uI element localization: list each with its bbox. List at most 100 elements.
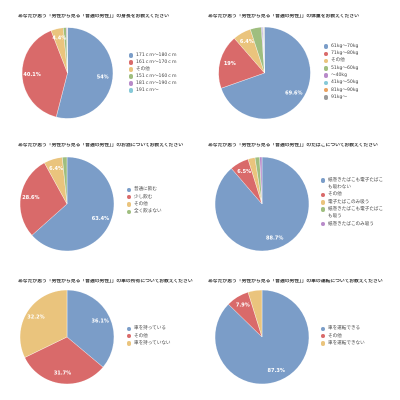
legend-swatch [321, 192, 326, 198]
legend-item: 車を運転できない [321, 340, 384, 347]
legend-label: 車を持っていない [133, 340, 171, 346]
pie-chart-driving: 87.3% 7.9% [214, 289, 310, 385]
legend-driving: 車を運転できる その他 車を運転できない [321, 325, 384, 347]
data-label: 7.9% [236, 303, 250, 309]
legend-label: 電子たばこのみ吸う [327, 199, 370, 205]
legend-swatch [127, 334, 132, 339]
legend-item: 車を持っていない [127, 340, 190, 347]
pie-chart-smoking: 88.7% 6.5% [214, 156, 310, 252]
legend-label: 171ｃｍ～180ｃｍ [135, 53, 177, 58]
legend-label: ～40kg [330, 72, 347, 78]
data-label: 36.1% [92, 319, 109, 325]
data-label: 6.4% [240, 39, 254, 45]
legend-item: その他 [324, 57, 387, 64]
legend-label: 61kg～70kg [330, 43, 359, 49]
legend-label: 181ｃｍ～190ｃｍ [135, 81, 177, 86]
legend-swatch [127, 187, 132, 193]
legend-label: 紙巻きたばこも電子たばこも吸う [327, 206, 384, 220]
legend-item: その他 [127, 201, 190, 208]
legend-label: 紙巻きたばこのみ吸う [327, 221, 374, 227]
legend-item: 171ｃｍ～180ｃｍ [129, 52, 192, 59]
legend-label: 少し飲む [133, 194, 153, 200]
legend-item: 紙巻きたばこも電子たばこも吸う [321, 206, 384, 221]
legend-swatch [129, 74, 134, 79]
legend-swatch [324, 51, 329, 56]
legend-swatch [324, 80, 329, 86]
legend-item: 191ｃｍ～ [129, 87, 192, 94]
legend-swatch [324, 58, 329, 64]
legend-item: その他 [129, 66, 192, 73]
legend-smoking: 紙巻きたばこも電子たばこも吸わない その他 電子たばこのみ吸う 紙巻きたばこも電子たば… [321, 177, 384, 228]
legend-item: 51kg～60kg [324, 65, 387, 72]
data-label: 32.2% [27, 315, 44, 321]
legend-swatch [321, 178, 326, 183]
pie-slice [218, 38, 265, 89]
legend-item: 紙巻きたばこも電子たばこも吸わない [321, 177, 384, 192]
chart-title-alcohol: あなたが思う「男性から見る「普通の男性」」のお酒についてお教えください [18, 143, 184, 148]
legend-label: その他 [133, 333, 148, 339]
legend-label: 151ｃｍ～160ｃｍ [135, 74, 177, 79]
legend-item: その他 [127, 333, 190, 340]
legend-label: 51kg～60kg [330, 65, 359, 71]
legend-swatch [324, 66, 329, 71]
legend-label: 41kg～50kg [330, 80, 359, 86]
legend-swatch [127, 326, 132, 332]
legend-label: 191ｃｍ～ [135, 88, 159, 93]
data-label: 88.7% [266, 235, 283, 241]
legend-swatch [129, 81, 134, 86]
legend-item: 181ｃｍ～190ｃｍ [129, 80, 192, 87]
pie-chart-alcohol: 63.4% 28.6% 6.4% [19, 156, 115, 252]
legend-label: 車を運転できる [327, 326, 361, 332]
legend-swatch [321, 326, 326, 332]
legend-swatch [129, 60, 134, 65]
legend-swatch [324, 73, 329, 78]
legend-swatch [129, 53, 134, 58]
legend-item: 全く飲まない [127, 208, 190, 215]
legend-swatch [127, 341, 132, 346]
legend-label: その他 [330, 58, 345, 64]
legend-label: 車を運転できない [327, 340, 365, 346]
data-label: 31.7% [54, 370, 71, 376]
data-label: 6.5% [237, 169, 251, 175]
data-label: 28.6% [22, 195, 39, 201]
legend-label: 161ｃｍ～170ｃｍ [135, 60, 177, 65]
pie-slice [62, 156, 68, 205]
legend-label: 71kg～80kg [330, 51, 359, 57]
legend-item: 71kg～80kg [324, 50, 387, 57]
pie-slice [263, 26, 265, 74]
chart-title-car-ownership: あなたが思う「男性から見る「普通の男性」」の車の所有についてお教えください [18, 279, 193, 284]
legend-car-ownership: 車を持っている その他 車を持っていない [127, 325, 190, 347]
legend-swatch [321, 222, 326, 227]
data-label: 87.3% [268, 368, 285, 374]
pie-chart-car-ownership: 36.1% 31.7% 32.2% [19, 289, 115, 385]
legend-swatch [127, 209, 132, 215]
pie-slice [19, 289, 68, 358]
legend-item: 61kg～70kg [324, 43, 387, 50]
legend-label: 普通に飲む [133, 187, 157, 193]
pie-chart-height: 54% 40.1% 4.4% [21, 27, 114, 119]
legend-item: その他 [321, 191, 384, 198]
pie-chart-weight: 69.6% 19% 6.4% [218, 26, 311, 120]
pie-slice [21, 30, 68, 118]
legend-item: 161ｃｍ～170ｃｍ [129, 59, 192, 66]
chart-title-height: あなたが思う「男性から見る「普通の男性」」の身長をお教えください [18, 14, 169, 19]
data-label: 63.4% [92, 216, 109, 222]
legend-height: 171ｃｍ～180ｃｍ 161ｃｍ～170ｃｍ その他 151ｃｍ～160ｃｍ 181ｃ… [129, 52, 192, 94]
pie-slice [24, 336, 104, 385]
legend-swatch [129, 88, 134, 93]
legend-swatch [321, 200, 326, 205]
legend-label: 全く飲まない [133, 209, 162, 215]
chart-title-weight: あなたが思う「男性から見る「普通の男性」」の体重をお教えください [208, 14, 359, 19]
legend-item: ～40kg [324, 72, 387, 79]
legend-swatch [321, 207, 326, 212]
legend-label: 81kg～90kg [330, 87, 359, 93]
legend-label: 紙巻きたばこも電子たばこも吸わない [327, 177, 384, 191]
legend-item: 電子たばこのみ吸う [321, 199, 384, 206]
legend-item: 紙巻きたばこのみ吸う [321, 221, 384, 228]
legend-swatch [127, 195, 132, 200]
pie-slice [259, 156, 263, 205]
pie-slice [31, 156, 115, 252]
legend-item: 81kg～90kg [324, 87, 387, 94]
legend-label: 車を持っている [133, 326, 166, 332]
legend-item: 少し飲む [127, 194, 190, 201]
